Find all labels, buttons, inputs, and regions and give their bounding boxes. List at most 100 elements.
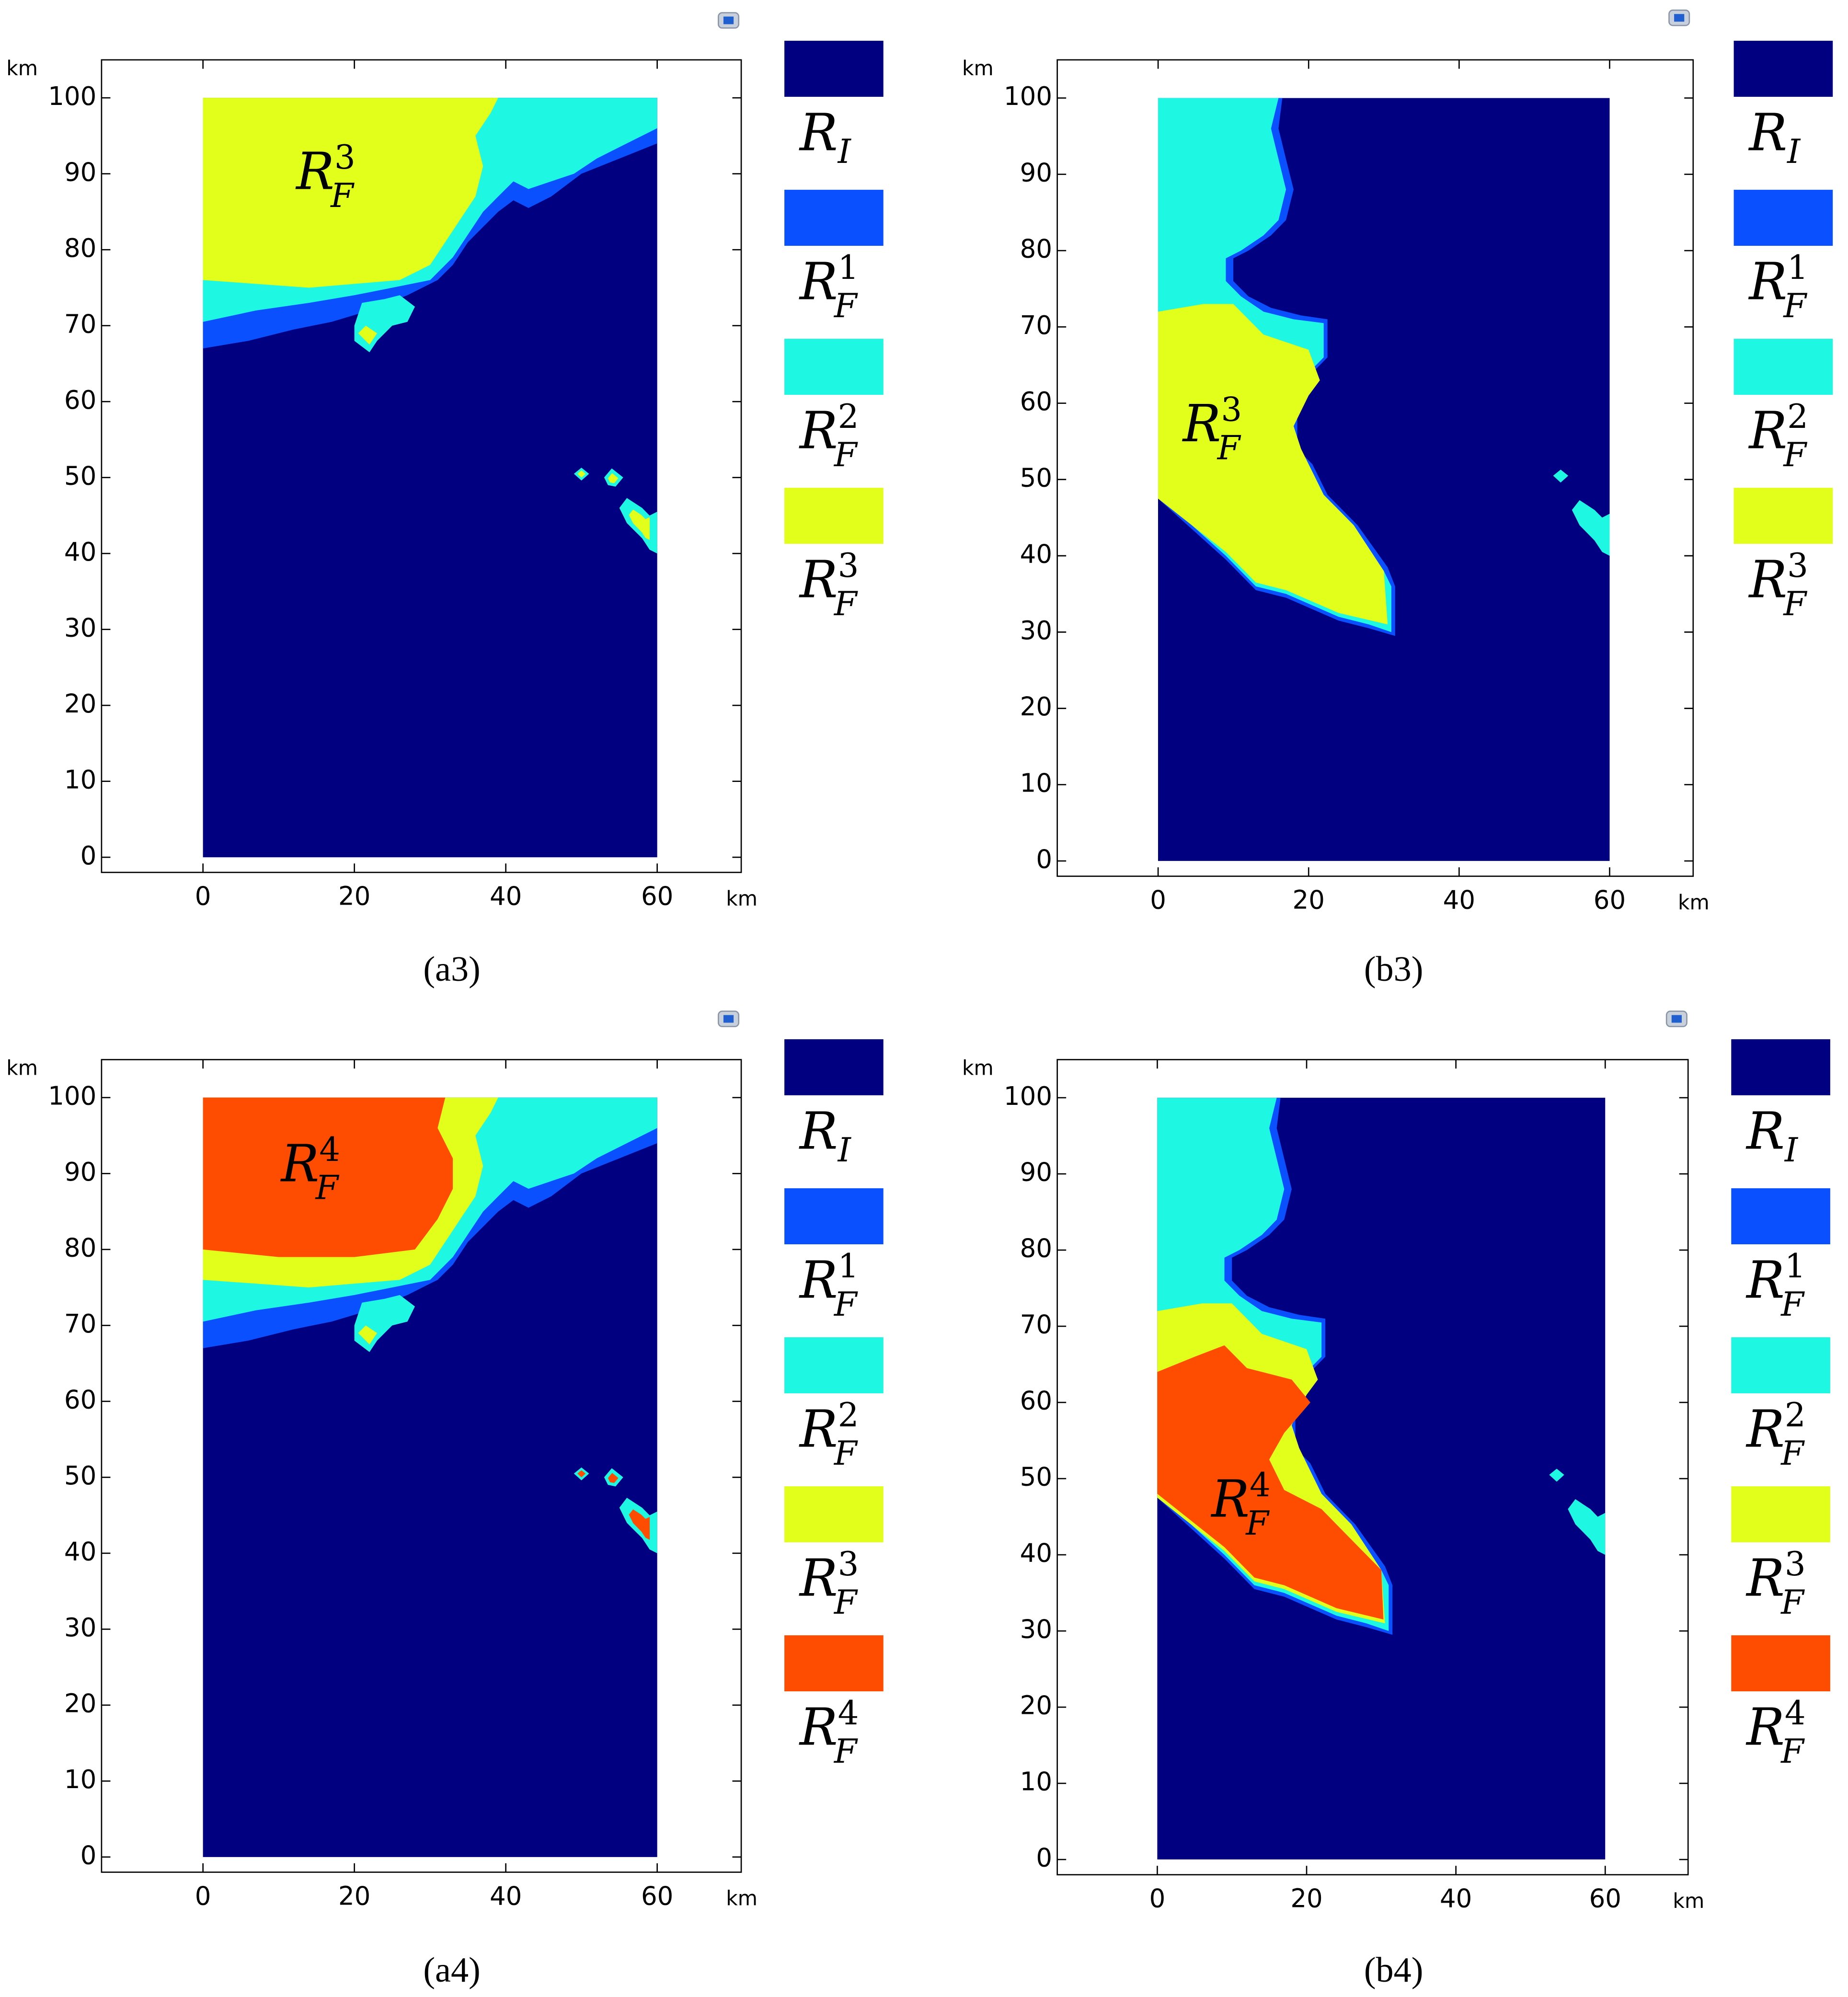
- legend-swatch: [1731, 1486, 1830, 1543]
- annotation: R3 F: [1182, 391, 1242, 468]
- x-tick-label: 60: [1594, 885, 1626, 915]
- legend-label: RI: [799, 103, 852, 171]
- label-superscript: 1: [1787, 249, 1808, 287]
- label-name: R: [1748, 402, 1787, 461]
- legend-swatch: [784, 1486, 884, 1543]
- label-subscript: F: [833, 1584, 858, 1622]
- legend-swatch: [784, 190, 884, 246]
- region: [577, 1470, 586, 1478]
- legend-label: R1 F: [799, 1247, 859, 1324]
- y-tick-label: 60: [64, 385, 96, 415]
- y-tick-label: 80: [1020, 234, 1052, 264]
- legend-label: R2 F: [1745, 1396, 1806, 1473]
- x-tick-label: 20: [1290, 1884, 1322, 1914]
- annotation: R3 F: [295, 138, 356, 215]
- y-tick-label: 20: [1020, 692, 1052, 722]
- icon: [718, 1010, 740, 1027]
- y-tick-label: 10: [1020, 768, 1052, 798]
- legend-swatch: [1733, 339, 1833, 395]
- x-tick-label: 40: [490, 882, 522, 911]
- label-name: R: [1745, 1549, 1785, 1608]
- y-tick-label: 100: [1004, 81, 1052, 111]
- label-name: R: [1745, 1400, 1785, 1459]
- y-tick-label: 80: [64, 233, 96, 263]
- label-superscript: 2: [1785, 1396, 1806, 1435]
- x-axis-label: km: [1673, 1890, 1704, 1913]
- region: [629, 509, 650, 540]
- region: [608, 1473, 619, 1483]
- label-subscript: F: [1780, 1435, 1805, 1473]
- label-name: R: [1745, 1698, 1785, 1757]
- caption: (b3): [1364, 950, 1423, 989]
- legend-swatch: [784, 41, 884, 97]
- legend-swatch: [784, 488, 884, 544]
- x-tick-label: 20: [1293, 885, 1325, 915]
- y-tick-label: 60: [1020, 1386, 1052, 1416]
- label-superscript: 1: [838, 1247, 859, 1285]
- y-tick-label: 90: [64, 157, 96, 187]
- label-name: R: [280, 1134, 319, 1194]
- icon: [1668, 9, 1690, 26]
- legend-swatch: [1733, 190, 1833, 246]
- legend-swatch: [784, 1337, 884, 1394]
- label-name: R: [799, 1251, 838, 1310]
- legend-swatch: [784, 1039, 884, 1096]
- label-name: R: [799, 402, 838, 461]
- legend-label: R1 F: [799, 249, 859, 325]
- label-superscript: 4: [1250, 1466, 1271, 1504]
- y-tick-label: 0: [80, 841, 97, 871]
- label-name: R: [799, 1400, 838, 1459]
- x-axis-label: km: [1678, 891, 1710, 915]
- legend-label: R2 F: [1748, 398, 1808, 474]
- legend-label: RI: [1745, 1102, 1799, 1170]
- region: [1158, 98, 1610, 861]
- x-tick-label: 0: [195, 882, 211, 911]
- y-tick-label: 80: [64, 1233, 96, 1262]
- y-tick-label: 20: [64, 689, 96, 719]
- label-subscript: F: [330, 177, 355, 215]
- x-tick-label: 40: [1440, 1884, 1472, 1914]
- legend-swatch: [784, 1635, 884, 1692]
- label-name: R: [799, 1698, 838, 1757]
- legend-label: R1 F: [1745, 1247, 1806, 1324]
- label-superscript: 4: [838, 1694, 859, 1733]
- y-axis-label: km: [6, 1056, 38, 1080]
- icon-shape: [1671, 1015, 1682, 1023]
- label-name: R: [1182, 394, 1221, 454]
- y-tick-label: 80: [1020, 1234, 1052, 1263]
- y-tick-label: 70: [64, 1309, 96, 1339]
- y-tick-label: 10: [64, 765, 96, 794]
- label-name: R: [1210, 1469, 1250, 1529]
- label-subscript: I: [1784, 1131, 1799, 1170]
- region: [203, 1097, 453, 1257]
- y-tick-label: 50: [1020, 1462, 1052, 1492]
- legend-swatch: [1731, 1039, 1830, 1096]
- label-name: R: [799, 252, 838, 312]
- label-subscript: F: [1782, 585, 1807, 623]
- x-axis-label: km: [726, 887, 758, 911]
- label-superscript: 4: [1785, 1694, 1806, 1733]
- label-subscript: I: [837, 1131, 852, 1170]
- x-tick-label: 60: [641, 1881, 673, 1911]
- x-tick-label: 0: [1149, 1884, 1166, 1914]
- y-tick-label: 90: [1020, 1158, 1052, 1187]
- label-name: R: [1745, 1251, 1785, 1310]
- x-axis-label: km: [726, 1887, 758, 1911]
- icon: [718, 12, 740, 29]
- label-name: R: [799, 551, 838, 610]
- label-subscript: I: [1786, 133, 1801, 171]
- caption: (b4): [1364, 1951, 1423, 1990]
- label-subscript: F: [315, 1169, 340, 1207]
- region: [1572, 500, 1610, 556]
- icon-shape: [723, 16, 734, 24]
- y-tick-label: 10: [64, 1765, 96, 1794]
- y-tick-label: 40: [64, 1537, 96, 1566]
- label-subscript: F: [1780, 1733, 1805, 1771]
- annotation: R4 F: [280, 1131, 340, 1207]
- label-superscript: 3: [1787, 547, 1808, 585]
- label-superscript: 2: [1787, 398, 1808, 436]
- y-tick-label: 60: [1020, 387, 1052, 416]
